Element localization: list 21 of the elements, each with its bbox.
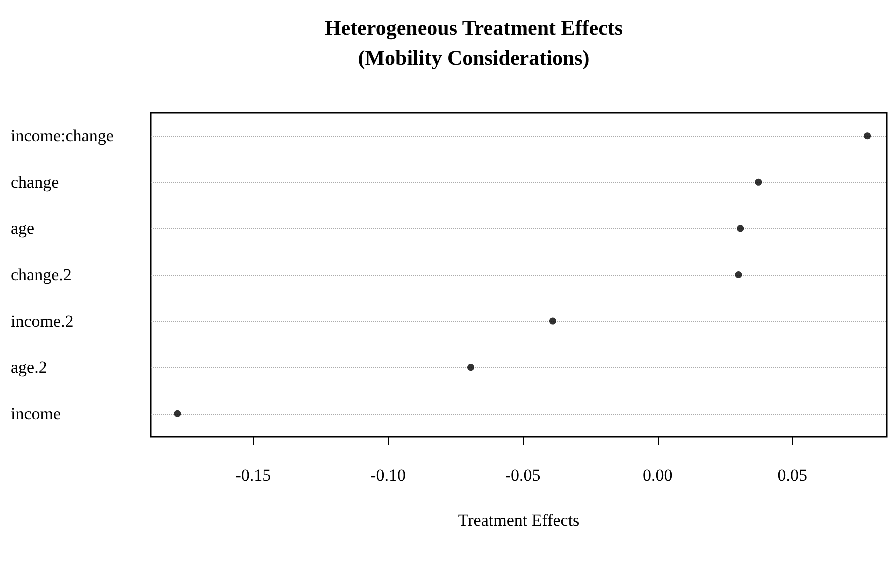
point [864,132,872,140]
y-tick-label: income:change [11,126,114,146]
y-tick-label: change [11,172,60,192]
point [737,225,744,232]
y-tick-label: change.2 [11,266,72,284]
chart-title: Heterogeneous Treatment Effects (Mobility Considerations) [324,16,624,70]
y-tick-label: income.2 [11,312,74,331]
x-axis-title: Treatment Effects [458,511,580,530]
y-tick-label: age [11,219,35,238]
x-tick-label: -0.05 [505,466,541,485]
point [549,318,556,325]
point [735,272,742,278]
y-tick-label: age.2 [11,358,48,378]
x-tick-label: 0.00 [642,466,673,485]
x-tick-label: -0.15 [236,466,272,485]
y-tick-label: income [11,404,62,424]
point [174,410,182,418]
point [468,364,475,372]
x-tick-label: -0.10 [370,466,406,485]
x-tick-label: 0.05 [778,466,808,485]
point [755,178,762,186]
